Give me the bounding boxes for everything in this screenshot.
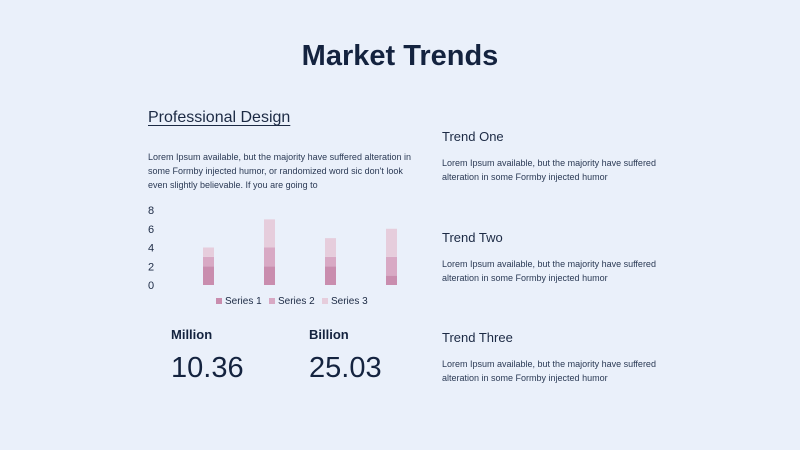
stacked-bar-chart: 0 2 4 6 8 Series 1 Series 2 Series 3 [140,200,430,315]
section-heading: Professional Design [148,109,291,126]
bar-segment [264,266,275,285]
bar-segment [264,247,275,267]
trend-one-body: Lorem Ipsum available, but the majority … [442,158,656,182]
chart-canvas: 0 2 4 6 8 Series 1 Series 2 Series 3 [148,205,397,307]
trend-two-body: Lorem Ipsum available, but the majority … [442,259,656,283]
bar-segment [386,256,397,276]
stat-value-million: 10.36 [171,352,244,384]
legend-label: Series 1 [225,296,262,307]
bar-segment [325,266,336,285]
y-tick-label: 0 [148,280,154,292]
trend-two-title: Trend Two [442,230,503,245]
legend-swatch [216,298,222,304]
bar-segment [325,238,336,257]
trend-three-body: Lorem Ipsum available, but the majority … [442,359,656,383]
trend-one-title: Trend One [442,129,504,144]
y-tick-label: 8 [148,205,154,217]
stat-label-billion: Billion [309,327,349,342]
legend-label: Series 3 [331,296,368,307]
trend-three-title: Trend Three [442,330,513,345]
bar-segment [203,247,214,257]
bar-segment [386,228,397,257]
bar-segment [264,219,275,248]
legend-label: Series 2 [278,296,315,307]
legend-swatch [322,298,328,304]
section-body-text: Lorem Ipsum available, but the majority … [148,152,411,190]
bar-segment [203,256,214,267]
y-tick-label: 2 [148,261,154,273]
bar-segment [203,266,214,285]
legend-swatch [269,298,275,304]
stat-value-billion: 25.03 [309,352,382,384]
bar-segment [325,256,336,267]
y-tick-label: 4 [148,243,154,255]
stat-label-million: Million [171,327,213,342]
y-tick-label: 6 [148,224,154,236]
page-title: Market Trends [301,40,499,72]
bar-segment [386,275,397,285]
